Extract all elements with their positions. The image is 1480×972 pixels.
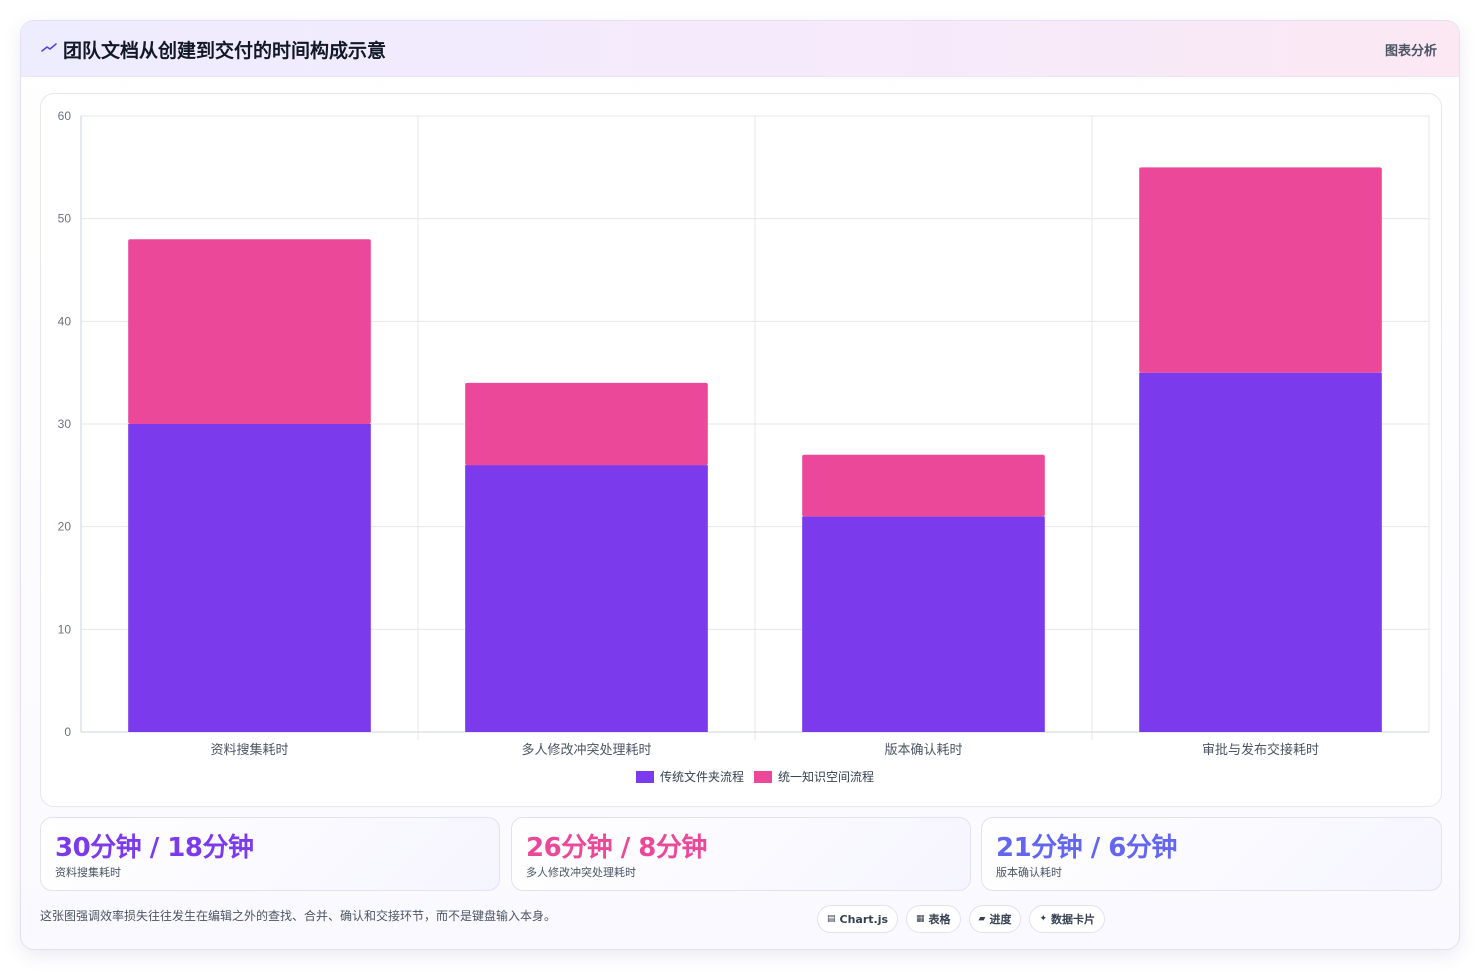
chart-card: 团队文档从创建到交付的时间构成示意 图表分析 0 10 20 30 40 50 60 资料搜集…: [20, 20, 1460, 950]
bar-segment: [465, 382, 708, 466]
card-header: 团队文档从创建到交付的时间构成示意 图表分析: [21, 21, 1459, 77]
legend-swatch: [754, 771, 772, 783]
stat-card-2: 21分钟 / 6分钟 版本确认耗时: [981, 817, 1442, 891]
y-tick-label: 40: [58, 314, 72, 328]
stat-card-1: 26分钟 / 8分钟 多人修改冲突处理耗时: [511, 817, 971, 891]
x-tick-label: 版本确认耗时: [884, 743, 962, 758]
legend-label: 传统文件夹流程: [660, 769, 744, 784]
y-tick-label: 10: [58, 622, 72, 636]
x-tick-label: 资料搜集耗时: [210, 742, 288, 758]
stat-label: 多人修改冲突处理耗时: [526, 866, 636, 879]
y-tick-label: 60: [58, 109, 72, 123]
chip-label: 数据卡片: [1051, 913, 1096, 926]
progress-icon: ▰: [978, 914, 986, 924]
legend-label: 统一知识空间流程: [778, 769, 874, 784]
table-icon: ▦: [916, 914, 925, 924]
bar-segment: [128, 424, 371, 732]
bar-segment: [1139, 167, 1382, 373]
x-tick-label: 多人修改冲突处理耗时: [521, 742, 651, 758]
y-tick-label: 50: [58, 212, 72, 226]
chip-table[interactable]: ▦ 表格: [906, 905, 961, 933]
header-tag: 图表分析: [1384, 44, 1437, 59]
legend-swatch: [636, 771, 654, 783]
bar-segment: [465, 465, 708, 732]
bar-segment: [128, 239, 371, 424]
chart-panel: 0 10 20 30 40 50 60 资料搜集耗时 多人修改冲突处理耗时 版本确认耗时 审批与发布…: [40, 93, 1442, 807]
chip-datacard[interactable]: ✦ 数据卡片: [1029, 905, 1106, 933]
stacked-bar-chart: 0 10 20 30 40 50 60 资料搜集耗时 多人修改冲突处理耗时 版本确认耗时 审批与发布…: [58, 109, 1430, 784]
chip-label: 进度: [989, 913, 1012, 926]
chip-label: 表格: [928, 913, 951, 926]
tech-chips: ▤ Chart.js ▦ 表格 ▰ 进度 ✦ 数据卡片: [817, 905, 1106, 933]
bar-segment: [802, 454, 1045, 517]
bar-segment: [1139, 372, 1382, 732]
y-tick-label: 20: [58, 520, 72, 534]
sparkle-icon: ✦: [1039, 914, 1048, 924]
stat-card-0: 30分钟 / 18分钟 资料搜集耗时: [40, 817, 500, 891]
x-tick-label: 审批与发布交接耗时: [1202, 742, 1319, 758]
y-tick-label: 30: [58, 417, 72, 431]
stat-label: 版本确认耗时: [996, 866, 1062, 879]
chart-icon: ▤: [827, 914, 836, 924]
stat-value: 26分钟 / 8分钟: [526, 833, 707, 863]
chip-progress[interactable]: ▰ 进度: [968, 905, 1022, 933]
stat-label: 资料搜集耗时: [55, 866, 121, 879]
page-title: 团队文档从创建到交付的时间构成示意: [63, 40, 387, 62]
chip-label: Chart.js: [839, 912, 889, 926]
footnote: 这张图强调效率损失往往发生在编辑之外的查找、合并、确认和交接环节，而不是键盘输入…: [40, 909, 557, 923]
stat-value: 21分钟 / 6分钟: [996, 833, 1177, 863]
bar-segment: [802, 516, 1045, 732]
y-tick-label: 0: [64, 725, 71, 739]
stat-value: 30分钟 / 18分钟: [55, 833, 254, 863]
trend-icon: [41, 43, 57, 52]
chip-chartjs[interactable]: ▤ Chart.js: [817, 905, 899, 933]
